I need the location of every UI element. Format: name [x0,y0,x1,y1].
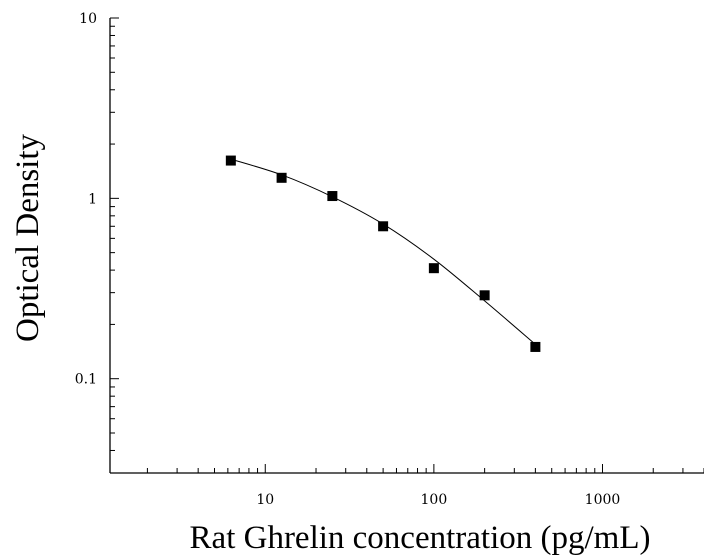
y-tick-label: 10 [79,11,97,27]
data-point-marker [225,155,236,166]
data-point-marker [479,290,490,301]
x-ticks [146,464,704,473]
x-tick-label: 10 [256,492,274,508]
y-ticks [110,17,119,474]
data-point-marker [378,221,389,232]
y-tick-label: 1 [88,191,97,207]
data-point-marker [428,263,439,274]
fit-curve [230,158,536,345]
data-markers [225,155,541,352]
x-tick-label: 100 [421,492,448,508]
x-tick-label: 1000 [585,492,621,508]
x-tick-labels: 10 100 1000 [256,492,620,508]
data-point-marker [327,191,338,202]
axes [109,18,704,474]
data-point-marker [276,172,287,183]
data-point-marker [530,341,541,352]
y-tick-labels: 0.1 1 10 [75,11,97,388]
y-axis-title: Optical Density [10,133,46,342]
x-axis-title: Rat Ghrelin concentration (pg/mL) [190,520,651,556]
y-tick-label: 0.1 [75,372,97,388]
